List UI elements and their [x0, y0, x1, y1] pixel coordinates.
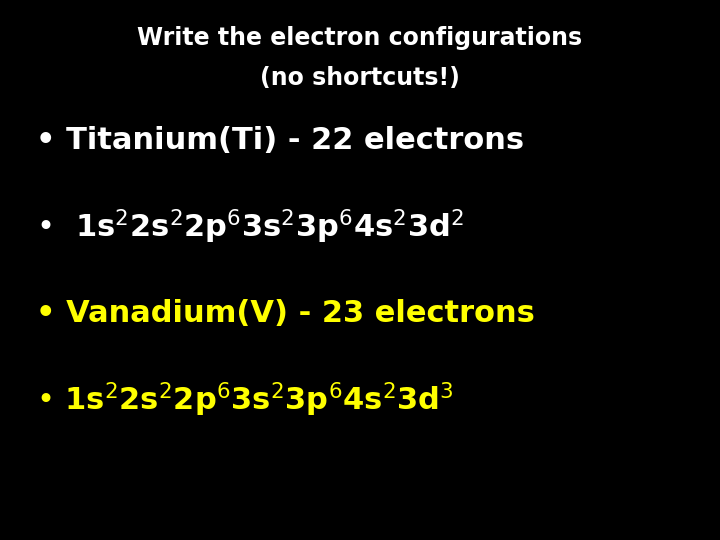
Text: (no shortcuts!): (no shortcuts!): [260, 66, 460, 90]
Text: • Titanium(Ti) - 22 electrons: • Titanium(Ti) - 22 electrons: [36, 126, 524, 155]
Text: •  1s$^2$2s$^2$2p$^6$3s$^2$3p$^6$4s$^2$3d$^2$: • 1s$^2$2s$^2$2p$^6$3s$^2$3p$^6$4s$^2$3d…: [36, 207, 464, 246]
Text: Write the electron configurations: Write the electron configurations: [138, 26, 582, 50]
Text: • 1s$^2$2s$^2$2p$^6$3s$^2$3p$^6$4s$^2$3d$^3$: • 1s$^2$2s$^2$2p$^6$3s$^2$3p$^6$4s$^2$3d…: [36, 380, 454, 419]
Text: • Vanadium(V) - 23 electrons: • Vanadium(V) - 23 electrons: [36, 299, 535, 328]
